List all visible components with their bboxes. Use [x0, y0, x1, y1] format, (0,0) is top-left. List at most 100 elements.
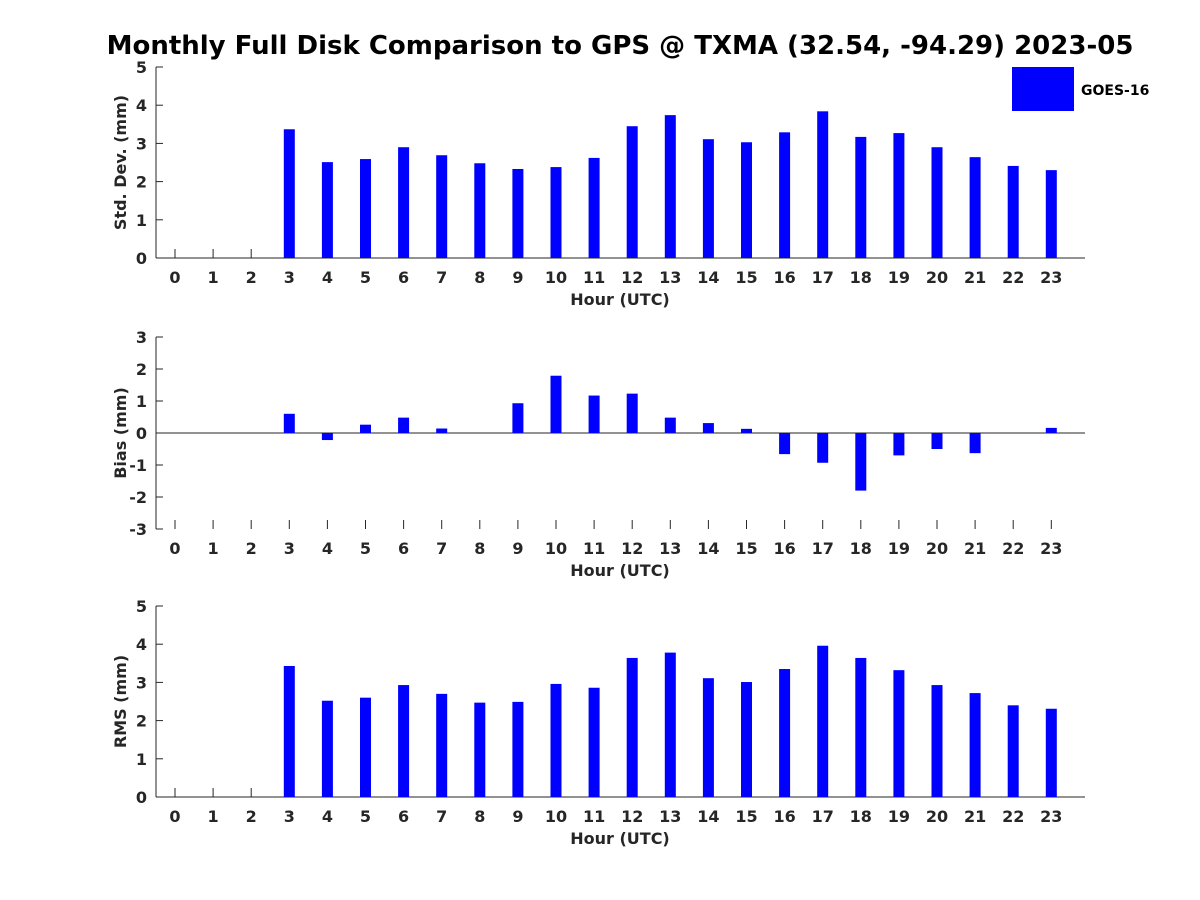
bar — [550, 683, 562, 797]
y-tick-label: -3 — [129, 520, 147, 539]
x-tick-label: 19 — [888, 807, 910, 826]
x-tick-label: 23 — [1040, 268, 1062, 287]
x-tick-label: 13 — [659, 807, 681, 826]
x-tick-label: 12 — [621, 268, 643, 287]
bar — [855, 433, 867, 491]
bar — [512, 403, 524, 433]
x-tick-label: 15 — [735, 539, 757, 558]
bar — [550, 167, 562, 258]
x-tick-label: 21 — [964, 268, 986, 287]
y-axis-label: RMS (mm) — [111, 655, 130, 748]
bar — [931, 685, 943, 797]
bar — [1007, 165, 1019, 258]
bar — [474, 163, 486, 258]
x-tick-label: 6 — [398, 539, 409, 558]
bar — [283, 129, 295, 258]
x-tick-label: 11 — [583, 268, 605, 287]
y-tick-label: 1 — [136, 392, 147, 411]
bar — [664, 652, 676, 797]
x-tick-label: 12 — [621, 539, 643, 558]
y-tick-label: 2 — [136, 173, 147, 192]
x-tick-label: 13 — [659, 268, 681, 287]
bar — [398, 147, 410, 258]
bar — [588, 687, 600, 797]
x-tick-label: 7 — [436, 807, 447, 826]
bar — [893, 433, 905, 456]
x-tick-label: 21 — [964, 539, 986, 558]
x-tick-label: 20 — [926, 807, 948, 826]
bar — [817, 111, 829, 258]
y-tick-label: -1 — [129, 456, 147, 475]
x-tick-label: 19 — [888, 539, 910, 558]
y-axis-label: Bias (mm) — [111, 387, 130, 479]
x-tick-label: 9 — [512, 539, 523, 558]
bar — [664, 115, 676, 258]
y-tick-label: 3 — [136, 673, 147, 692]
bar — [931, 147, 943, 258]
bar — [969, 693, 981, 797]
bar — [436, 693, 448, 797]
bar — [1007, 705, 1019, 797]
bar — [360, 424, 371, 433]
x-tick-label: 5 — [360, 807, 371, 826]
bar — [969, 433, 981, 454]
y-tick-label: 0 — [136, 249, 147, 268]
x-tick-label: 14 — [697, 268, 719, 287]
bar — [550, 375, 562, 433]
y-tick-label: 4 — [136, 96, 147, 115]
bar — [626, 393, 638, 433]
bar — [664, 417, 676, 433]
x-tick-label: 5 — [360, 539, 371, 558]
x-axis-label: Hour (UTC) — [570, 561, 670, 580]
bar — [817, 433, 829, 463]
x-tick-label: 15 — [735, 807, 757, 826]
x-tick-label: 17 — [812, 807, 834, 826]
x-tick-label: 0 — [169, 268, 180, 287]
bar — [321, 700, 333, 797]
legend-swatch — [1012, 67, 1074, 111]
bar — [779, 669, 791, 797]
x-tick-label: 18 — [850, 539, 872, 558]
bar — [436, 155, 448, 258]
x-tick-label: 6 — [398, 807, 409, 826]
x-tick-label: 20 — [926, 539, 948, 558]
x-tick-label: 9 — [512, 807, 523, 826]
bar — [855, 657, 867, 797]
x-tick-label: 10 — [545, 268, 567, 287]
y-tick-label: 4 — [136, 635, 147, 654]
y-tick-label: 1 — [136, 211, 147, 230]
x-tick-label: 2 — [246, 807, 257, 826]
x-tick-label: 10 — [545, 807, 567, 826]
x-tick-label: 22 — [1002, 268, 1024, 287]
x-tick-label: 15 — [735, 268, 757, 287]
x-tick-label: 14 — [697, 539, 719, 558]
legend: GOES-16 — [1012, 67, 1149, 111]
y-tick-label: 5 — [136, 58, 147, 77]
x-tick-label: 23 — [1040, 807, 1062, 826]
x-tick-label: 11 — [583, 539, 605, 558]
x-tick-label: 12 — [621, 807, 643, 826]
bar — [283, 413, 295, 433]
x-tick-label: 4 — [322, 807, 333, 826]
x-tick-label: 21 — [964, 807, 986, 826]
bar — [741, 142, 752, 258]
bar — [1045, 170, 1057, 258]
x-tick-label: 3 — [284, 539, 295, 558]
x-tick-label: 18 — [850, 807, 872, 826]
bar — [1045, 708, 1057, 797]
bar — [321, 433, 333, 441]
x-tick-label: 10 — [545, 539, 567, 558]
y-tick-label: 1 — [136, 750, 147, 769]
chart-title: Monthly Full Disk Comparison to GPS @ TX… — [107, 31, 1134, 61]
y-tick-label: 0 — [136, 424, 147, 443]
x-tick-label: 23 — [1040, 539, 1062, 558]
y-tick-label: -2 — [129, 488, 147, 507]
bar — [702, 678, 714, 797]
x-tick-label: 7 — [436, 539, 447, 558]
bar — [398, 685, 410, 797]
x-tick-label: 22 — [1002, 539, 1024, 558]
x-tick-label: 0 — [169, 807, 180, 826]
x-tick-label: 2 — [246, 268, 257, 287]
